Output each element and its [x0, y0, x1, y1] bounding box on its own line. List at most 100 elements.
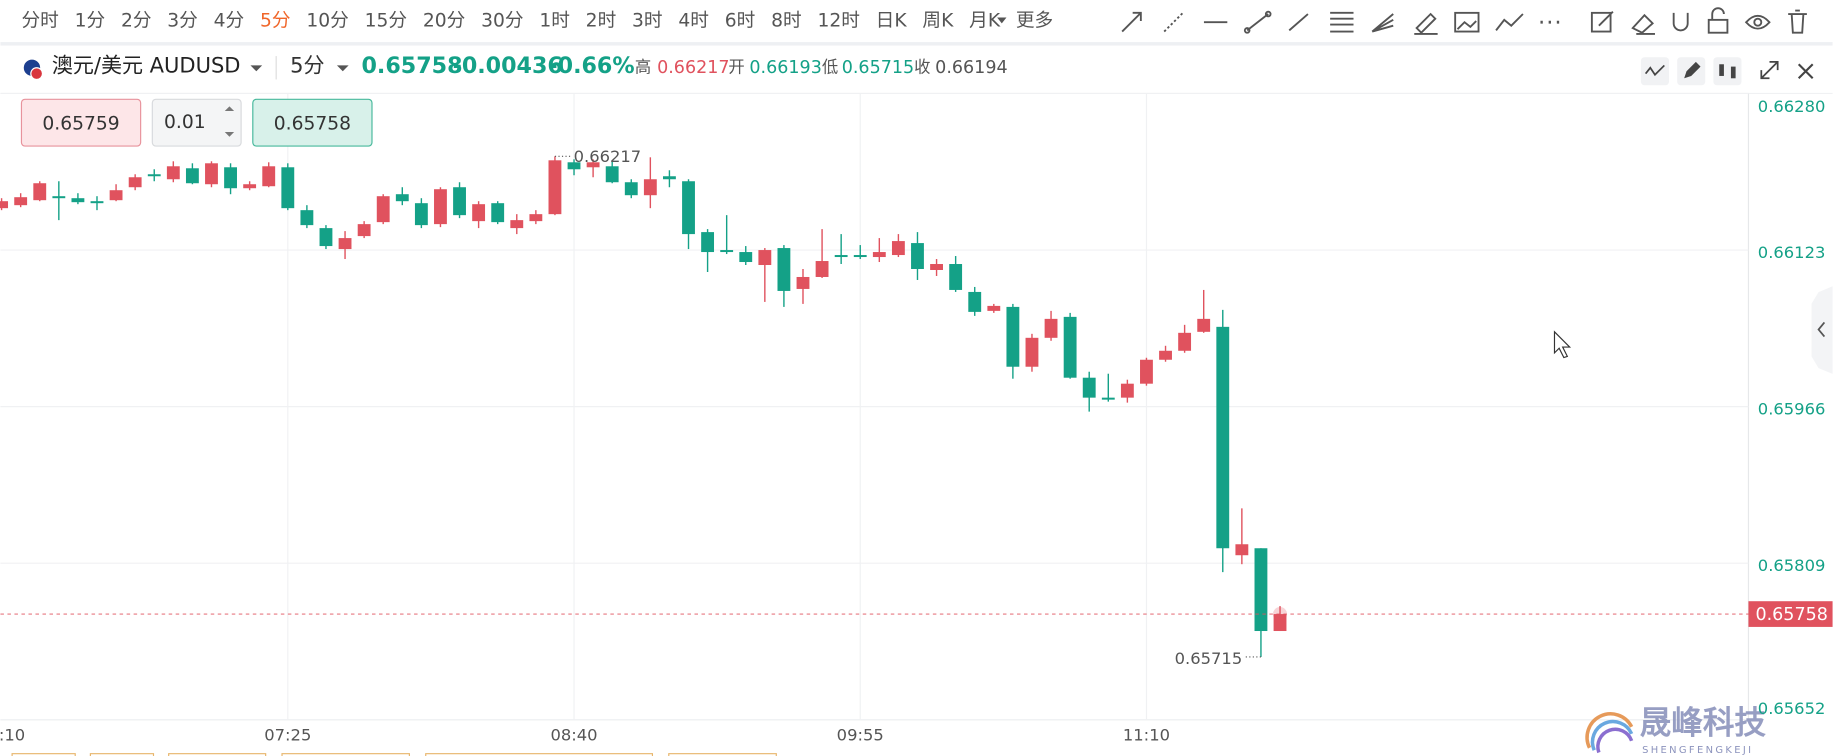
- candle-body: [491, 203, 505, 223]
- candle-body: [166, 166, 180, 180]
- side-panel-arrow: [1817, 321, 1826, 338]
- candle-body: [453, 187, 466, 216]
- period-button[interactable]: 6时: [725, 11, 756, 32]
- x-tick-label: 07:25: [264, 726, 311, 745]
- candle-body: [796, 276, 810, 289]
- candle-body: [720, 250, 734, 253]
- candle-body: [605, 166, 619, 183]
- candle-body: [911, 243, 924, 270]
- period-button[interactable]: 2时: [586, 11, 617, 32]
- drawing-tools[interactable]: [1121, 7, 1807, 35]
- period-button[interactable]: 分时: [21, 11, 58, 32]
- candle-body: [1120, 383, 1134, 398]
- candle-body: [987, 305, 1001, 311]
- candle-body: [90, 201, 104, 204]
- candle-body: [52, 196, 66, 199]
- candle-body: [1216, 326, 1230, 549]
- price-change-percent: -0.66%: [548, 53, 634, 79]
- period-button[interactable]: 20分: [423, 11, 465, 32]
- side-panel-tab[interactable]: [1811, 286, 1833, 374]
- period-button[interactable]: 日K: [876, 11, 908, 32]
- candle-body: [968, 291, 982, 312]
- candle-body: [71, 198, 85, 203]
- interval-caret[interactable]: [336, 65, 349, 72]
- candle-body: [1235, 544, 1249, 556]
- candle-body: [949, 264, 963, 290]
- low-label: 低: [822, 57, 838, 76]
- candle-body: [663, 176, 676, 180]
- period-button[interactable]: 30分: [481, 11, 523, 32]
- candle-body: [567, 162, 581, 170]
- candle-body: [529, 214, 543, 222]
- candle-body: [128, 177, 142, 188]
- candle-body: [586, 162, 600, 168]
- period-button[interactable]: 10分: [306, 11, 348, 32]
- candle-body: [243, 184, 257, 189]
- period-button[interactable]: 月K: [969, 11, 1001, 32]
- high-value: 0.66217: [657, 58, 729, 78]
- last-price: 0.65758: [361, 53, 462, 79]
- x-tick-label: 08:40: [550, 726, 597, 745]
- period-button[interactable]: 8时: [771, 11, 802, 32]
- sell-price[interactable]: 0.65759: [42, 113, 119, 134]
- bottom-tabs[interactable]: [11, 753, 777, 756]
- period-button[interactable]: 3分: [167, 11, 198, 32]
- period-button[interactable]: 2分: [121, 11, 152, 32]
- period-button[interactable]: 5分: [260, 11, 291, 32]
- candle-body: [758, 250, 772, 266]
- candle-body: [472, 204, 486, 222]
- last-price-label: 0.65758: [1755, 605, 1827, 625]
- toolbar-divider: [0, 42, 1833, 46]
- price-change: -0.00436: [453, 53, 563, 79]
- candle-body: [376, 196, 390, 223]
- y-tick-label: 0.65966: [1758, 400, 1826, 419]
- period-button[interactable]: 1时: [539, 11, 570, 32]
- candle-body: [777, 248, 791, 291]
- candle-body: [624, 182, 638, 196]
- candle-body: [281, 167, 295, 209]
- y-tick-label: 0.66280: [1758, 97, 1826, 116]
- mouse-cursor: [1553, 330, 1572, 359]
- period-button[interactable]: 更多: [1016, 11, 1053, 32]
- period-button[interactable]: 15分: [365, 11, 407, 32]
- candle-body: [1159, 350, 1172, 360]
- interval[interactable]: 5分: [290, 53, 324, 78]
- period-button[interactable]: 1分: [75, 11, 106, 32]
- order-panel[interactable]: [20, 98, 373, 147]
- y-tick-label: 0.65652: [1758, 699, 1826, 718]
- candle-body: [739, 252, 753, 263]
- period-button[interactable]: 12时: [817, 11, 859, 32]
- candle-body: [185, 168, 199, 184]
- candle-body: [815, 261, 829, 277]
- candle-body: [357, 224, 371, 237]
- candle-body: [1006, 306, 1020, 367]
- period-button[interactable]: 周K: [922, 11, 954, 32]
- quantity[interactable]: 0.01: [164, 112, 206, 133]
- period-button[interactable]: 4时: [678, 11, 709, 32]
- candle-body: [0, 201, 9, 209]
- candle-body: [434, 189, 447, 225]
- open-value: 0.66193: [749, 58, 821, 78]
- buy-price[interactable]: 0.65758: [274, 113, 351, 134]
- symbol[interactable]: 澳元/美元 AUDUSD: [52, 53, 241, 78]
- period-button[interactable]: 4分: [214, 11, 245, 32]
- plot-area: [0, 92, 1749, 721]
- period-button[interactable]: 3时: [632, 11, 663, 32]
- candle-body: [548, 160, 562, 215]
- candle-body: [205, 163, 218, 185]
- y-tick-label: 0.65809: [1758, 556, 1826, 575]
- symbol-caret[interactable]: [250, 65, 263, 72]
- candle-body: [33, 183, 47, 201]
- open-label: 开: [728, 57, 744, 76]
- candle-body: [643, 179, 657, 196]
- y-tick-label: 0.66123: [1758, 243, 1826, 262]
- flag-icon: [30, 67, 44, 81]
- min-label: 0.65715: [1175, 649, 1243, 668]
- window-buttons[interactable]: [1640, 57, 1814, 86]
- watermark-title: 晟峰科技: [1640, 705, 1767, 741]
- last-price-tag: [1748, 601, 1833, 627]
- candle-body: [1101, 397, 1115, 400]
- candle-body: [395, 194, 409, 202]
- last-price-pulse: [1273, 607, 1288, 622]
- candle-body: [338, 238, 352, 250]
